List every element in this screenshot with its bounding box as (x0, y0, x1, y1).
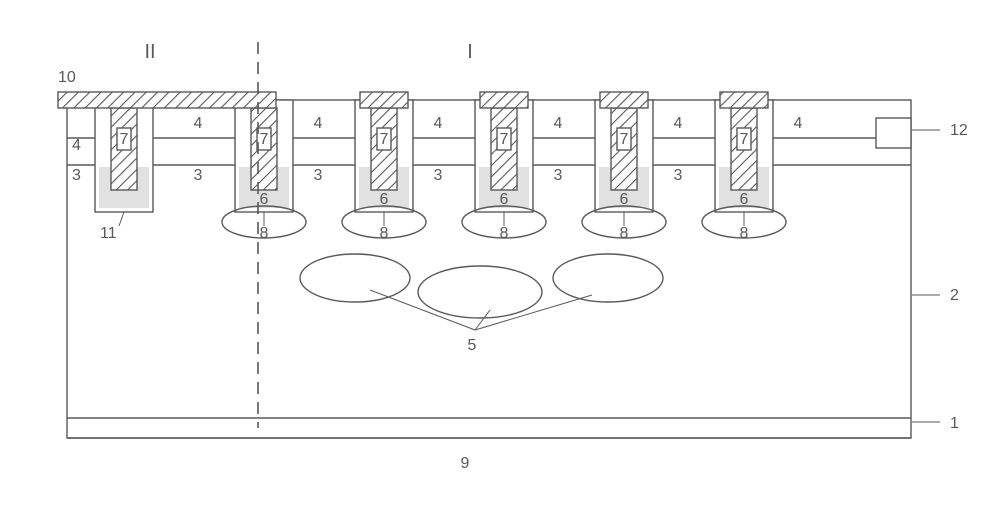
label-11: 11 (100, 225, 117, 242)
label-3: 3 (194, 167, 203, 184)
leader-5 (475, 295, 592, 330)
lower-ellipse (418, 266, 542, 318)
label-4: 4 (314, 115, 323, 132)
label-8: 8 (740, 225, 749, 242)
label-4: 4 (194, 115, 203, 132)
contact-12 (876, 118, 911, 148)
lower-ellipse (300, 254, 410, 302)
label-7: 7 (120, 131, 129, 148)
label-3: 3 (674, 167, 683, 184)
leader-8 (119, 212, 124, 226)
label-10: 10 (58, 69, 76, 86)
label-4: 4 (674, 115, 683, 132)
lower-ellipse (553, 254, 663, 302)
label-5: 5 (468, 337, 477, 354)
label-4: 4 (554, 115, 563, 132)
section-label-II: II (144, 41, 155, 63)
label-3: 3 (554, 167, 563, 184)
gate-cap (600, 92, 648, 108)
label-7: 7 (260, 131, 269, 148)
label-12: 12 (950, 122, 968, 139)
section-label-I: I (467, 41, 473, 63)
label-4: 4 (794, 115, 803, 132)
label-4: 4 (434, 115, 443, 132)
label-3: 3 (434, 167, 443, 184)
gate-cap (720, 92, 768, 108)
label-1: 1 (950, 415, 959, 432)
label-9: 9 (461, 455, 470, 472)
label-8: 8 (380, 225, 389, 242)
label-3: 3 (314, 167, 323, 184)
source-bar-10 (58, 92, 276, 108)
label-3: 3 (72, 167, 81, 184)
leader-5 (370, 290, 475, 330)
label-8: 8 (260, 225, 269, 242)
gate-cap (480, 92, 528, 108)
label-7: 7 (380, 131, 389, 148)
leader-5 (475, 310, 490, 330)
gate-cap (360, 92, 408, 108)
label-4: 4 (72, 137, 81, 154)
label-7: 7 (740, 131, 749, 148)
label-2: 2 (950, 287, 959, 304)
label-7: 7 (500, 131, 509, 148)
label-8: 8 (620, 225, 629, 242)
label-7: 7 (620, 131, 629, 148)
label-8: 8 (500, 225, 509, 242)
